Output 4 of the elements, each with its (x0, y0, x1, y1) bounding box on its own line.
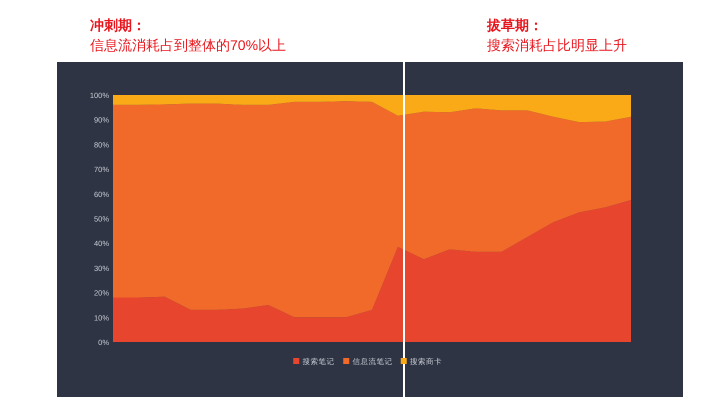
annotation: 搜索消耗占比明显上升 (487, 37, 627, 53)
annotation: 信息流消耗占到整体的70%以上 (90, 37, 286, 53)
annotation: 冲刺期： (90, 17, 146, 33)
annotation: 拔草期： (487, 17, 543, 33)
